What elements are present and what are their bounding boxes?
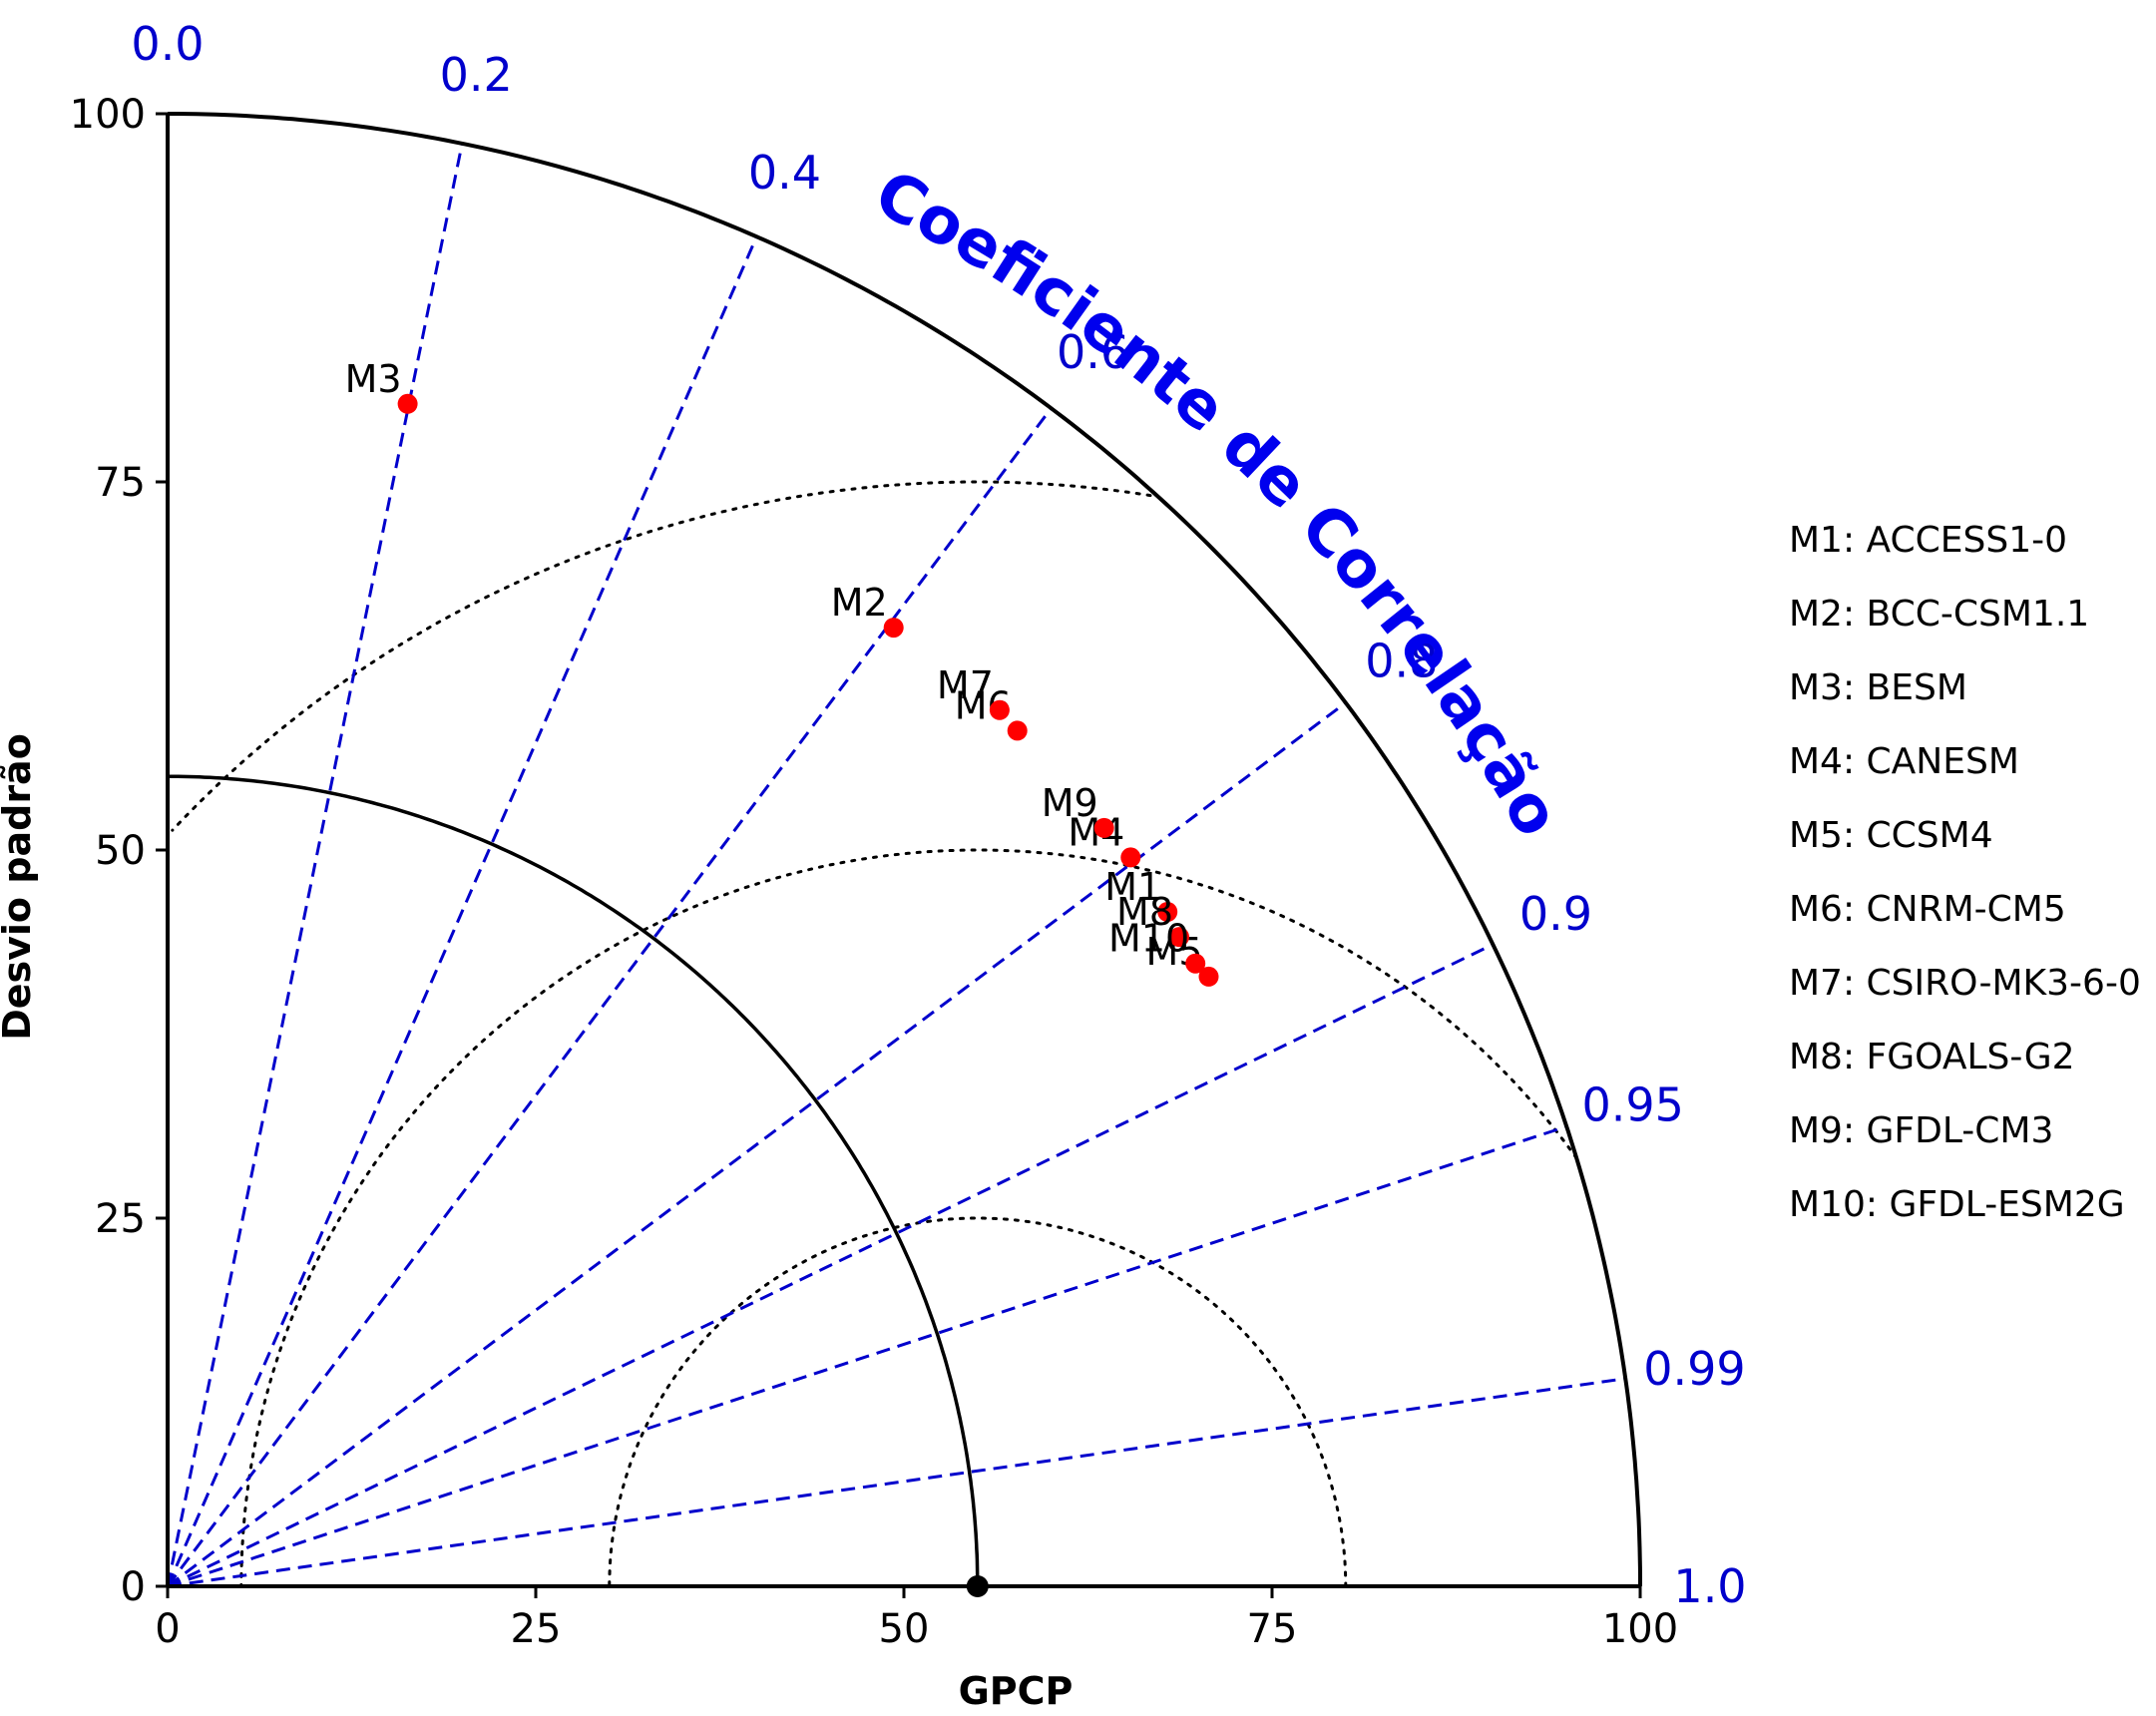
y-tick-label-100: 100 — [70, 92, 146, 138]
correlation-label-1: 1.0 — [1673, 1559, 1746, 1613]
x-axis-title: GPCP — [959, 1669, 1074, 1713]
legend-item-9: M9: GFDL-CM3 — [1789, 1110, 2053, 1151]
correlation-label-0.8: 0.8 — [1365, 634, 1438, 687]
correlation-label-0.95: 0.95 — [1581, 1077, 1683, 1131]
y-tick-label-75: 75 — [95, 460, 146, 506]
correlation-line-0.2 — [166, 143, 464, 1587]
legend-item-2: M2: BCC-CSM1.1 — [1789, 594, 2089, 635]
point-M2 — [883, 618, 904, 639]
correlation-line-0.99 — [167, 1377, 1626, 1588]
legend-item-6: M6: CNRM-CM5 — [1789, 889, 2066, 930]
reference-point — [966, 1575, 989, 1597]
point-label-M7: M7 — [937, 663, 994, 707]
legend-item-7: M7: CSIRO-MK3-6-0 — [1789, 963, 2141, 1004]
correlation-label-0.4: 0.4 — [748, 146, 821, 200]
correlation-line-0.95 — [167, 1124, 1567, 1588]
x-tick-label-25: 25 — [511, 1606, 562, 1652]
y-tick-label-25: 25 — [95, 1196, 146, 1242]
correlation-labels: 0.0 0.2 0.4 0.6 0.8 0.9 0.95 0.99 1.0 — [131, 17, 1746, 1613]
point-M5 — [1198, 966, 1219, 987]
x-tick-label-50: 50 — [879, 1606, 930, 1652]
point-M8 — [1169, 927, 1189, 948]
correlation-label-0.9: 0.9 — [1519, 887, 1592, 941]
plot-frame — [166, 112, 1642, 1588]
x-tick-label-0: 0 — [155, 1606, 180, 1652]
arc-title-text: Coeficiente de Correlação — [863, 157, 1574, 849]
correlation-line-0.6 — [166, 407, 1053, 1587]
y-tick-label-0: 0 — [121, 1564, 146, 1610]
correlation-line-0.4 — [166, 235, 758, 1587]
correlation-label-0: 0.0 — [131, 17, 204, 71]
correlation-label-0.2: 0.2 — [440, 48, 513, 102]
point-M3 — [397, 393, 418, 414]
legend: M1: ACCESS1-0 M2: BCC-CSM1.1 M3: BESM M4: C… — [1789, 520, 2141, 1225]
point-M6 — [1007, 720, 1028, 741]
point-label-M3: M3 — [345, 357, 402, 401]
y-axis-title: Desvio padrão — [0, 733, 39, 1041]
correlation-arc-title: Coeficiente de Correlação — [863, 157, 1574, 849]
arc-title-textpath: Coeficiente de Correlação — [863, 157, 1574, 849]
point-M9 — [1093, 817, 1114, 838]
legend-item-3: M3: BESM — [1789, 667, 1967, 708]
point-label-M1: M1 — [1104, 865, 1161, 909]
point-M1 — [1157, 902, 1178, 922]
legend-item-8: M8: FGOALS-G2 — [1789, 1037, 2075, 1077]
legend-item-10: M10: GFDL-ESM2G — [1789, 1184, 2125, 1225]
point-label-M8: M8 — [1116, 890, 1173, 934]
point-label-M9: M9 — [1042, 781, 1098, 825]
rms-contour-75 — [171, 480, 1152, 832]
outer-arc — [168, 112, 1642, 1586]
rms-contours — [171, 480, 1578, 1588]
legend-item-4: M4: CANESM — [1789, 741, 2019, 782]
y-tick-label-50: 50 — [95, 828, 146, 874]
point-M10 — [1185, 953, 1206, 974]
correlation-label-0.99: 0.99 — [1643, 1342, 1745, 1396]
point-label-M10: M10 — [1108, 917, 1189, 961]
point-label-M2: M2 — [831, 581, 888, 625]
correlation-label-0.6: 0.6 — [1057, 325, 1129, 379]
legend-item-1: M1: ACCESS1-0 — [1789, 520, 2067, 561]
x-tick-label-100: 100 — [1602, 1606, 1678, 1652]
correlation-line-0.9 — [167, 943, 1495, 1588]
rms-contour-50 — [239, 848, 1578, 1588]
point-M4 — [1120, 847, 1141, 868]
rms-contour-25 — [608, 1216, 1348, 1588]
axis-ticks: 00 25 25 50 50 75 75 100 100 — [70, 92, 1679, 1652]
reference-std-arc — [168, 774, 980, 1586]
point-M7 — [989, 699, 1010, 720]
correlation-line-0.8 — [167, 701, 1347, 1588]
x-tick-label-75: 75 — [1247, 1606, 1298, 1652]
model-points: M1M2M3M4M5M6M7M8M9M10 — [345, 357, 1219, 1597]
correlation-lines — [166, 143, 1626, 1588]
legend-item-5: M5: CCSM4 — [1789, 815, 1993, 856]
